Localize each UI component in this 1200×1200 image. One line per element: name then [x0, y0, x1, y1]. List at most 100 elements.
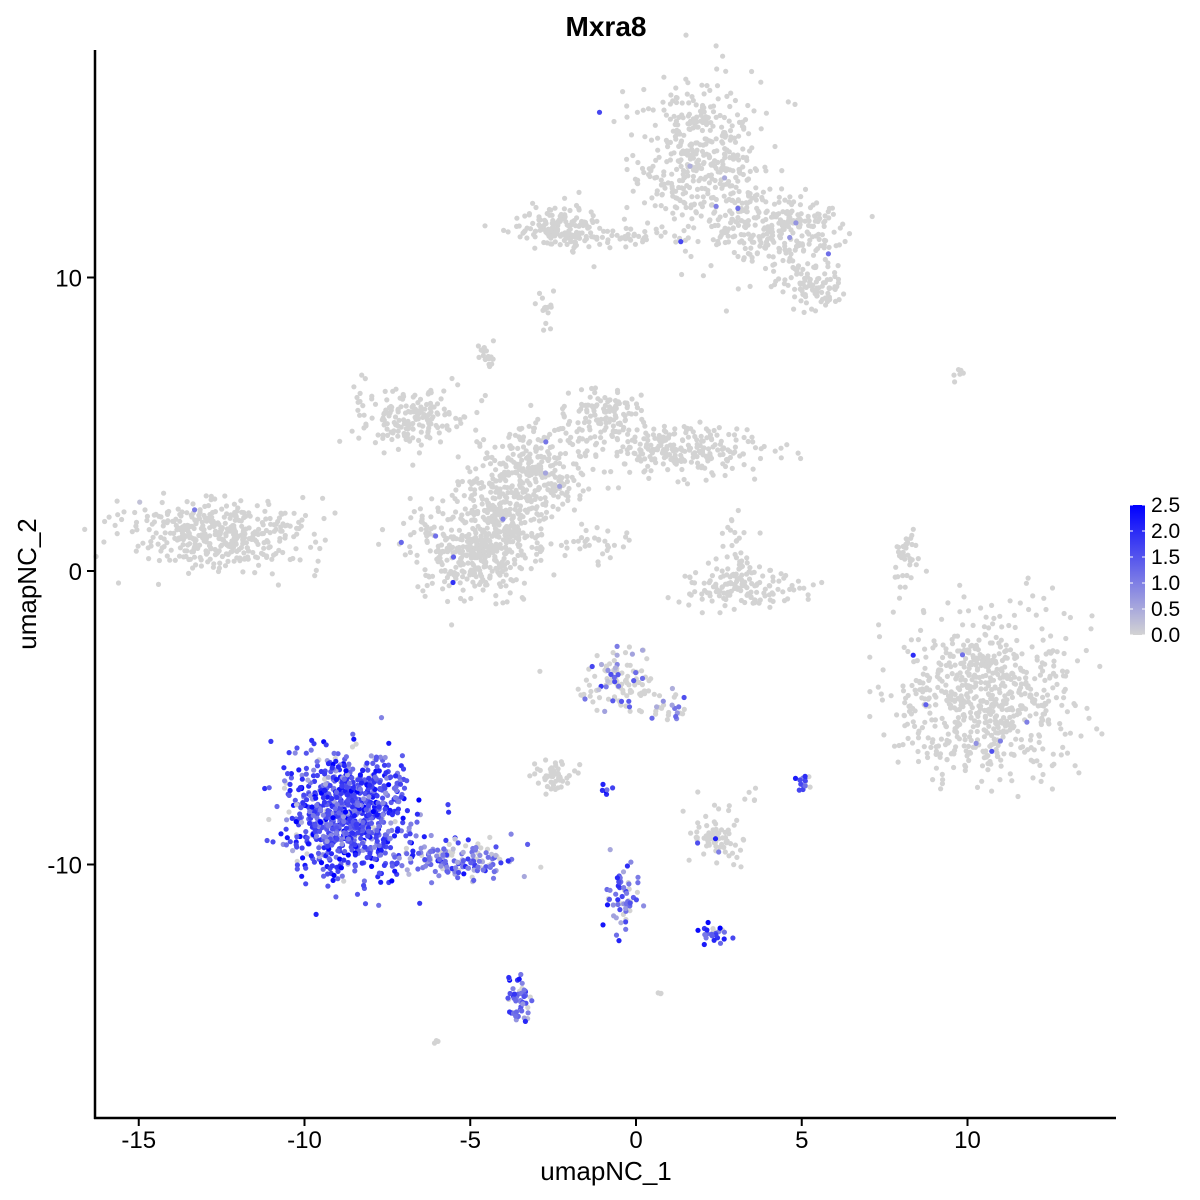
cell-point [475, 343, 481, 349]
cell-point [429, 880, 435, 886]
cell-point [497, 491, 503, 497]
cell-point [1051, 658, 1057, 664]
cell-point [627, 236, 633, 242]
cell-point [693, 168, 699, 174]
cell-point [473, 537, 479, 543]
cell-point [1064, 750, 1071, 756]
cell-point [496, 522, 502, 528]
cell-point [395, 810, 401, 816]
cell-point [961, 732, 968, 738]
cell-point [333, 830, 339, 836]
cell-point [800, 281, 806, 287]
cell-point [525, 465, 532, 471]
cell-point [474, 555, 480, 561]
cell-point [984, 730, 991, 736]
cell-point [689, 194, 695, 200]
cell-point [282, 532, 288, 539]
cell-point [704, 455, 710, 461]
cell-point [717, 588, 723, 594]
cell-point [723, 181, 730, 187]
cell-point [529, 544, 535, 550]
cell-point [968, 688, 974, 694]
cell-point [1032, 676, 1038, 682]
cell-point [1017, 600, 1023, 606]
cell-point [767, 567, 774, 573]
cell-point [783, 572, 789, 579]
cell-point [293, 546, 299, 552]
cell-point [419, 513, 425, 519]
cell-point [507, 590, 513, 596]
cell-point [497, 461, 503, 467]
cell-point [294, 745, 300, 751]
cell-point [381, 411, 387, 417]
cell-point [599, 234, 606, 240]
cell-point [499, 508, 505, 514]
cell-point [630, 188, 636, 194]
cell-point [753, 185, 759, 191]
cell-point [1016, 689, 1022, 696]
cell-point [690, 155, 697, 161]
cell-point [920, 671, 926, 677]
cell-point [670, 210, 676, 216]
cell-point [712, 177, 718, 184]
cell-point [728, 191, 734, 197]
cell-point [805, 217, 812, 223]
cell-point [737, 239, 743, 245]
cell-point [961, 594, 967, 600]
cell-point [514, 215, 520, 221]
cell-point [355, 777, 361, 783]
cell-point [735, 205, 741, 211]
cell-point [444, 423, 450, 429]
cell-point [742, 245, 748, 252]
cell-point [203, 551, 209, 557]
cell-point [583, 415, 589, 421]
cell-point [534, 468, 540, 474]
cell-point [664, 444, 670, 450]
cell-point [557, 438, 563, 444]
cell-point [822, 271, 828, 277]
cell-point [678, 239, 684, 245]
cell-point [492, 457, 498, 464]
cell-point [578, 387, 585, 393]
cell-point [987, 675, 994, 681]
cell-point [727, 167, 733, 173]
cell-point [1043, 606, 1049, 613]
cell-point [440, 498, 446, 504]
cell-point [485, 454, 491, 460]
cell-point [308, 747, 314, 753]
cell-point [476, 354, 482, 360]
cell-point [552, 467, 558, 473]
cell-point [728, 517, 735, 523]
cell-point [732, 155, 738, 161]
cell-point [869, 213, 875, 220]
cell-point [1009, 694, 1016, 701]
cell-point [284, 817, 290, 823]
cell-point [392, 819, 398, 825]
cell-point [727, 574, 733, 580]
cell-point [532, 761, 538, 767]
cell-point [932, 702, 939, 708]
cell-point [671, 113, 677, 119]
cell-point [407, 495, 413, 502]
cell-point [754, 251, 760, 257]
cell-point [722, 849, 728, 855]
cell-point [453, 509, 459, 515]
cell-point [622, 650, 629, 656]
cell-point [634, 405, 641, 411]
cell-point [293, 842, 299, 848]
cell-point [552, 239, 558, 245]
cell-point [392, 414, 399, 420]
cell-point [548, 786, 554, 792]
cell-point [772, 143, 778, 150]
cell-point [726, 803, 732, 809]
cell-point [329, 826, 336, 832]
cell-point [372, 440, 378, 446]
cell-point [989, 788, 995, 794]
cell-point [453, 415, 459, 421]
cell-point [335, 764, 341, 770]
cell-point [983, 672, 989, 679]
cell-point [223, 551, 229, 557]
cell-point [483, 579, 489, 585]
cell-point [920, 607, 927, 614]
cell-point [515, 510, 521, 516]
